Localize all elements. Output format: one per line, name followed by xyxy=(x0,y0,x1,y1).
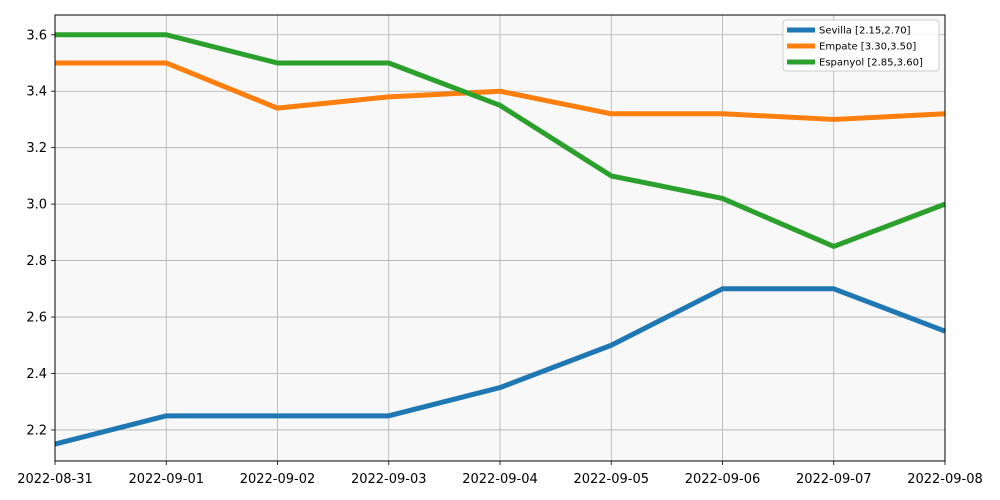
y-tick-label: 3.4 xyxy=(26,85,47,100)
series-line-empate xyxy=(55,60,946,122)
legend: Sevilla [2.15,2.70] Empate [3.30,3.50] Esp… xyxy=(782,19,940,72)
legend-label: Empate [3.30,3.50] xyxy=(819,42,916,53)
y-tick-label: 3.0 xyxy=(26,198,47,213)
x-axis: 2022-08-31 2022-09-01 2022-09-02 2022-09-03… xyxy=(17,461,983,487)
legend-label: Sevilla [2.15,2.70] xyxy=(819,26,911,37)
y-tick-label: 2.2 xyxy=(26,423,47,438)
y-tick-label: 2.8 xyxy=(26,254,47,269)
x-tick-label: 2022-09-07 xyxy=(796,472,872,487)
series-layer xyxy=(54,32,946,447)
x-tick-label: 2022-09-01 xyxy=(128,472,204,487)
legend-box xyxy=(782,19,940,72)
x-tick-label: 2022-09-04 xyxy=(462,472,538,487)
y-tick-label: 3.2 xyxy=(26,141,47,156)
x-tick-label: 2022-09-02 xyxy=(240,472,316,487)
x-tick-label: 2022-09-03 xyxy=(351,472,427,487)
x-tick-label: 2022-09-08 xyxy=(907,472,983,487)
legend-label: Espanyol [2.85,3.60] xyxy=(819,58,923,69)
x-tick-label: 2022-08-31 xyxy=(17,472,93,487)
y-tick-label: 2.4 xyxy=(26,367,47,382)
y-axis: 2.2 2.4 2.6 2.8 3.0 3.2 3.4 3.6 xyxy=(26,28,55,438)
y-tick-label: 3.6 xyxy=(26,28,47,43)
series-line-espanyol xyxy=(55,32,946,249)
x-tick-label: 2022-09-06 xyxy=(685,472,761,487)
y-tick-label: 2.6 xyxy=(26,311,47,326)
x-tick-label: 2022-09-05 xyxy=(573,472,649,487)
series-line-sevilla xyxy=(54,286,946,447)
